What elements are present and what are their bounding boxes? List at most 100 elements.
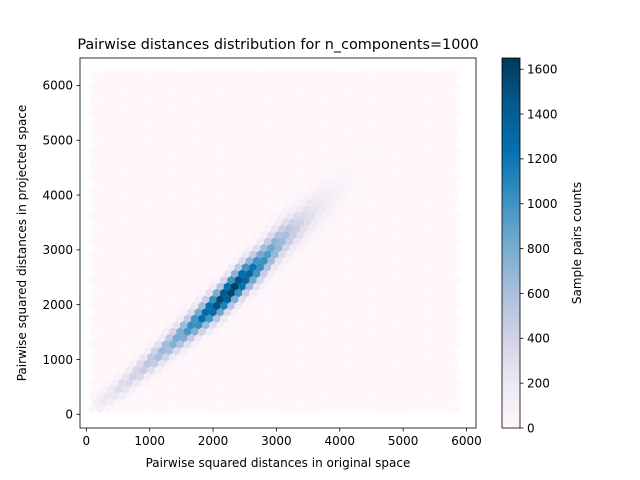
hexbin-cell [267,320,275,330]
hexbin-cell [285,108,294,118]
hexbin-cell [365,82,374,92]
hexbin-cell [216,398,224,407]
hexbin-cell [209,307,217,317]
hexbin-cell [405,114,414,124]
hexbin-cell [354,76,363,85]
hexbin-cell [296,153,305,163]
hexbin-cell [187,243,195,253]
hexbin-cell [398,153,407,163]
hexbin-cell [96,147,104,156]
hexbin-cell [285,224,294,233]
hexbin-cell [169,159,177,169]
hexbin-cell [96,404,104,414]
hexbin-cell [129,333,137,343]
hexbin-cell [354,102,363,111]
hexbin-cell [139,198,148,208]
hexbin-cell [271,365,279,375]
hexbin-cell [387,288,396,298]
hexbin-cell [161,134,170,143]
hexbin-cell [245,346,254,356]
hexbin-cell [285,134,294,143]
hexbin-cell [103,262,111,272]
hexbin-cell [161,69,170,79]
hexbin-cell [373,198,381,208]
hexbin-cell [161,147,170,156]
hexbin-cell [438,262,447,272]
hexbin-cell [241,378,250,388]
hexbin-cell [190,211,199,221]
hexbin-cell [435,346,443,356]
hexbin-cell [380,314,388,323]
hexbin-cell [263,250,272,259]
hexbin-cell [333,127,341,137]
hexbin-cell [318,256,326,266]
hexbin-cell [274,385,283,394]
hexbin-cell [205,301,213,311]
hexbin-cell [154,108,162,118]
hexbin-cell [190,301,199,311]
hexbin-cell [391,333,399,343]
hexbin-cell [139,404,148,414]
hexbin-cell [205,327,213,336]
hexbin-cell [136,256,144,266]
hexbin-cell [271,404,279,414]
hexbin-cell [227,95,235,105]
hexbin-cell [274,179,283,188]
hexbin-cell [362,282,370,291]
hexbin-cell [438,327,447,336]
hexbin-cell [114,166,122,175]
hexbin-cell [300,159,308,169]
hexbin-cell [121,76,130,85]
hexbin-cell [125,314,133,323]
hexbin-cell [110,365,119,375]
hexbin-cell [88,404,97,414]
hexbin-cell [427,205,436,214]
hexbin-cell [201,269,210,278]
hexbin-cell [435,205,443,214]
hexbin-cell [107,333,115,343]
hexbin-cell [329,262,337,272]
hexbin-cell [431,301,439,311]
hexbin-cell [234,134,243,143]
hexbin-cell [143,89,152,98]
hexbin-cell [292,172,301,182]
hexbin-cell [292,82,301,92]
hexbin-cell [92,398,101,407]
hexbin-cell [340,166,348,175]
hexbin-cell [150,114,159,124]
hexbin-cell [362,76,370,85]
hexbin-cell [121,256,130,266]
hexbin-cell [209,192,217,201]
hexbin-cell [234,365,243,375]
hexbin-cell [380,250,388,259]
hexbin-cell [205,121,213,130]
hexbin-cell [125,121,133,130]
hexbin-cell [220,198,228,208]
hexbin-cell [241,250,250,259]
hexbin-cell [201,320,210,330]
hexbin-cell [216,359,224,369]
hexbin-cell [449,166,458,175]
hexbin-cell [260,320,268,330]
hexbin-cell [311,243,319,253]
hexbin-cell [107,372,115,381]
hexbin-cell [329,275,337,285]
x-tick-label: 5000 [388,434,419,448]
hexbin-cell [220,314,228,323]
hexbin-cell [136,385,144,394]
hexbin-cell [227,288,235,298]
hexbin-cell [333,346,341,356]
hexbin-cell [161,159,170,169]
hexbin-cell [216,166,224,175]
hexbin-cell [260,179,268,188]
hexbin-cell [241,147,250,156]
hexbin-cell [118,391,126,401]
hexbin-cell [347,205,356,214]
hexbin-cell [238,372,246,381]
hexbin-cell [180,127,188,137]
hexbin-cell [427,127,436,137]
hexbin-cell [220,391,228,401]
hexbin-cell [132,378,141,388]
hexbin-cell [307,198,315,208]
